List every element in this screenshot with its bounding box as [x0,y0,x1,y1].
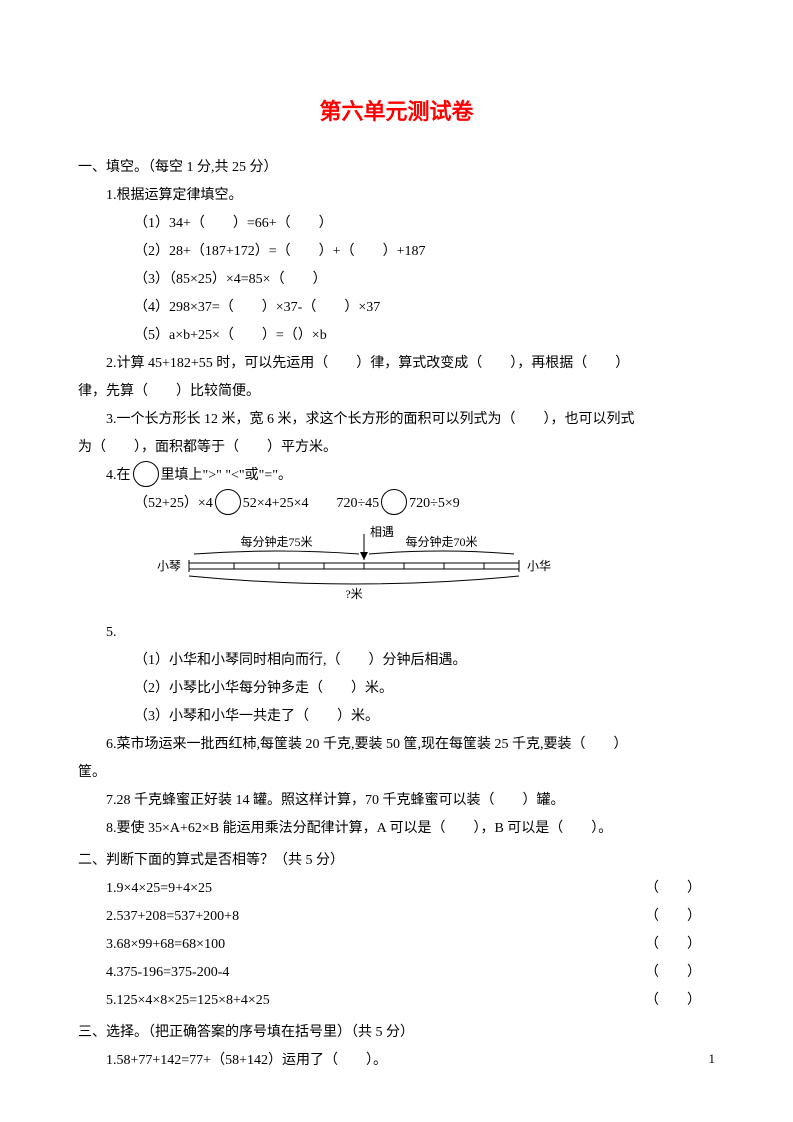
q4-right: 720÷5×9 [409,496,460,511]
judge-row: 5.125×4×8×25=125×8+4×25 （ ） [78,987,715,1015]
judge-expression: 3.68×99+68=68×100 [106,931,225,959]
q4-text-b: 里填上">" "<"或"="。 [161,468,292,483]
q5-2: （2）小琴比小华每分钟多走（ ）米。 [78,675,715,703]
q5-diagram-wrap: 相遇每分钟走75米 每分钟走70米小琴 小华 ?米 [78,524,715,615]
judge-blank: （ ） [645,959,701,987]
svg-text:小华: 小华 [527,559,551,573]
judge-expression: 1.9×4×25=9+4×25 [106,875,212,903]
q5-label: 5. [78,619,117,647]
q1-5: （5）a×b+25×（ ）=（）×b [78,322,715,350]
svg-text:每分钟走70米: 每分钟走70米 [405,534,477,549]
page-number: 1 [709,1046,716,1072]
judge-expression: 5.125×4×8×25=125×8+4×25 [106,987,270,1015]
q5-3: （3）小琴和小华一共走了（ ）米。 [78,703,715,731]
svg-text:小琴: 小琴 [157,559,181,573]
s3-q1: 1.58+77+142=77+（58+142）运用了（ ）。 [78,1047,715,1075]
q8: 8.要使 35×A+62×B 能运用乘法分配律计算，A 可以是（ ），B 可以是… [78,815,715,843]
q6-line2: 筐。 [78,759,715,787]
judge-expression: 2.537+208=537+200+8 [106,903,239,931]
judge-blank: （ ） [645,931,701,959]
svg-text:相遇: 相遇 [370,525,394,539]
judge-row: 3.68×99+68=68×100 （ ） [78,931,715,959]
page-title: 第六单元测试卷 [78,90,715,134]
q7: 7.28 千克蜂蜜正好装 14 罐。照这样计算，70 千克蜂蜜可以装（ ）罐。 [78,787,715,815]
meeting-diagram: 相遇每分钟走75米 每分钟走70米小琴 小华 ?米 [134,524,554,604]
q4-mid: 52×4+25×4 720÷45 [243,496,379,511]
section-3-heading: 三、选择。（把正确答案的序号填在括号里）（共 5 分） [78,1019,715,1047]
q4-expression: （52+25）×4 52×4+25×4 720÷45 720÷5×9 [78,490,715,518]
q2-line1: 2.计算 45+182+55 时，可以先运用（ ）律，算式改变成（ ），再根据（… [78,350,715,378]
circle-icon [381,489,407,515]
q1-stem: 1.根据运算定律填空。 [78,182,715,210]
q4-left: （52+25）×4 [134,496,213,511]
judge-blank: （ ） [645,903,701,931]
q2-line2: 律，先算（ ）比较简便。 [78,378,715,406]
q1-3: （3）（85×25）×4=85×（ ） [78,266,715,294]
svg-text:每分钟走75米: 每分钟走75米 [240,534,312,549]
q4-text-a: 4.在 [106,468,131,483]
judge-blank: （ ） [645,875,701,903]
q3-line1: 3.一个长方形长 12 米，宽 6 米，求这个长方形的面积可以列式为（ ），也可… [78,406,715,434]
section-2-heading: 二、判断下面的算式是否相等？（共 5 分） [78,847,715,875]
judge-blank: （ ） [645,987,701,1015]
q3-line2: 为（ ），面积都等于（ ）平方米。 [78,434,715,462]
q1-4: （4）298×37=（ ）×37-（ ）×37 [78,294,715,322]
svg-text:?米: ?米 [345,587,362,601]
judge-expression: 4.375-196=375-200-4 [106,959,229,987]
judge-row: 2.537+208=537+200+8 （ ） [78,903,715,931]
q6-line1: 6.菜市场运来一批西红柿,每筐装 20 千克,要装 50 筐,现在每筐装 25 … [78,731,715,759]
q1-1: （1）34+（ ）=66+（ ） [78,210,715,238]
section-1-heading: 一、填空。（每空 1 分,共 25 分） [78,154,715,182]
judge-row: 4.375-196=375-200-4 （ ） [78,959,715,987]
circle-icon [133,461,159,487]
q4-stem: 4.在 里填上">" "<"或"="。 [78,462,715,490]
judge-row: 1.9×4×25=9+4×25 （ ） [78,875,715,903]
circle-icon [215,489,241,515]
q1-2: （2）28+（187+172）=（ ）+（ ）+187 [78,238,715,266]
q5-1: （1）小华和小琴同时相向而行,（ ）分钟后相遇。 [78,647,715,675]
